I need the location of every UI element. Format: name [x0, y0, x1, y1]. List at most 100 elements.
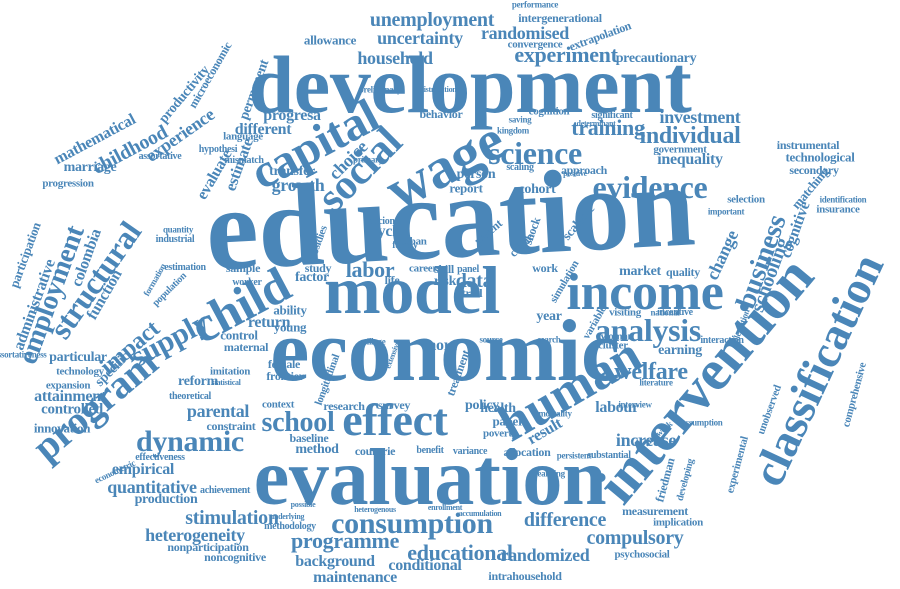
cloud-word-reform: reform [178, 374, 218, 389]
cloud-word-preliminary: preliminary [358, 84, 402, 95]
cloud-word-income: income [566, 264, 724, 321]
cloud-word-language: language [223, 130, 263, 143]
cloud-word-trial: trial [461, 286, 483, 300]
cloud-word-nonparticipation: nonparticipation [167, 540, 249, 554]
cloud-word-distribution: distribution [419, 85, 457, 94]
cloud-word-convergence: convergence [507, 38, 563, 51]
cloud-word-year: year [536, 309, 562, 324]
cloud-word-determinant: determinant [576, 119, 616, 128]
cloud-word-paper: paper [492, 413, 524, 429]
cloud-word-programme: programme [290, 528, 400, 553]
cloud-word-health: health [480, 401, 516, 416]
cloud-word-consumption: consumption [331, 507, 493, 540]
cloud-word-literature: literature [639, 377, 673, 388]
cloud-word-context: context [261, 398, 295, 411]
cloud-word-positive: positive [563, 169, 587, 178]
cloud-word-benefit: benefit [416, 445, 444, 456]
cloud-word-source: source [479, 334, 503, 345]
cloud-word-production: production [134, 492, 198, 507]
cloud-word-national: national [650, 307, 680, 318]
cloud-word-uncertainty: uncertainty [377, 28, 463, 48]
cloud-word-underlying: underlying [269, 512, 305, 521]
cloud-word-maternal: maternal [223, 340, 269, 354]
cloud-word-selection: selection [727, 193, 765, 206]
cloud-word-interaction: interaction [700, 335, 744, 346]
cloud-word-dynamic: dynamic [136, 425, 244, 458]
cloud-word-investment: investment [659, 107, 741, 127]
cloud-word-return: return [247, 314, 291, 331]
cloud-word-kingdom: kingdom [497, 125, 529, 136]
cloud-word-learning: learning [535, 468, 565, 479]
cloud-word-factor: factor [295, 270, 329, 285]
cloud-word-development: development [248, 39, 692, 130]
cloud-word-different: different [234, 121, 292, 138]
cloud-word-mortality: mortality [538, 408, 572, 419]
cloud-word-attainment: attainment [34, 388, 106, 405]
cloud-word-family: family [392, 240, 418, 251]
cloud-word-measurement: measurement [622, 504, 688, 518]
cloud-word-cycle: cycle [370, 223, 404, 240]
cloud-word-evaluation: evaluation [253, 434, 607, 522]
cloud-word-transfer: transfer [269, 164, 315, 179]
cloud-word-ability: ability [273, 302, 307, 318]
cloud-word-labour: labour [595, 399, 639, 416]
cloud-word-progresa: progresa [263, 107, 321, 124]
cloud-word-controlled: controlled [41, 401, 103, 418]
cloud-word-particular: particular [49, 350, 107, 365]
cloud-word-assumption: assumption [681, 417, 723, 428]
cloud-word-progression: progression [42, 177, 94, 190]
cloud-word-significant: significant [591, 110, 633, 121]
cloud-word-comprehensive: comprehensive [840, 361, 869, 429]
cloud-word-industrial: industrial [155, 234, 195, 245]
cloud-word-cognition: cognition [528, 105, 570, 118]
cloud-word-search: search [537, 334, 561, 345]
cloud-word-psychosocial: psychosocial [614, 548, 670, 561]
cloud-word-approach: approach [560, 163, 608, 177]
cloud-word-poverty: poverty [483, 427, 517, 440]
cloud-word-growth: growth [271, 175, 325, 195]
cloud-word-frontier: frontier [266, 369, 304, 383]
cloud-word-heterogenous: heterogenous [354, 505, 396, 514]
cloud-word-marriage: marriage [63, 160, 117, 175]
cloud-word-economic: economic [270, 303, 620, 400]
cloud-word-model: model [323, 252, 501, 328]
cloud-word-estimation: estimation [164, 262, 206, 273]
cloud-word-training: training [571, 115, 645, 140]
cloud-word-accumulation: accumulation [458, 509, 502, 518]
cloud-word-cluster: cluster [598, 339, 628, 352]
cloud-word-constraint: constraint [206, 419, 256, 433]
cloud-word-primary: primary [353, 154, 383, 165]
cloud-word-science: science [488, 135, 582, 171]
cloud-word-work: work [532, 261, 558, 275]
cloud-word-effectiveness: effectiveness [135, 452, 185, 463]
cloud-word-person: person [456, 167, 496, 182]
cloud-word-quality: quality [666, 265, 700, 279]
cloud-word-method: method [295, 442, 339, 457]
cloud-word-stimulation: stimulation [185, 507, 279, 529]
cloud-word-inequality: inequality [657, 151, 723, 168]
cloud-word-market: market [619, 264, 661, 279]
cloud-word-conditional: conditional [388, 557, 462, 574]
cloud-word-survey: survey [377, 398, 411, 412]
cloud-word-maintenance: maintenance [313, 569, 397, 586]
cloud-word-educational: educational [407, 540, 513, 565]
cloud-word-allowance: allowance [303, 32, 357, 48]
cloud-word-quantitative: quantitative [107, 477, 197, 497]
cloud-word-household: household [357, 48, 433, 68]
cloud-word-performance: performance [511, 0, 559, 10]
cloud-word-young: young [273, 319, 307, 335]
cloud-word-saving: saving [508, 114, 532, 125]
cloud-word-earning: earning [658, 343, 702, 358]
cloud-word-analysis: analysis [594, 312, 702, 348]
cloud-word-noncognitive: noncognitive [204, 550, 266, 564]
cloud-word-intergenerational: intergenerational [518, 11, 602, 25]
cloud-word-substantial: substantial [587, 450, 631, 461]
cloud-word-methodology: methodology [264, 521, 316, 532]
cloud-word-female: female [267, 357, 301, 371]
cloud-word-persistent: persistent [556, 450, 592, 461]
cloud-word-hypothesi: hypothesi [198, 144, 238, 155]
cloud-word-effect: effect [342, 394, 448, 445]
cloud-word-cohort: cohort [518, 182, 556, 197]
cloud-word-expansion: expansion [45, 379, 91, 392]
